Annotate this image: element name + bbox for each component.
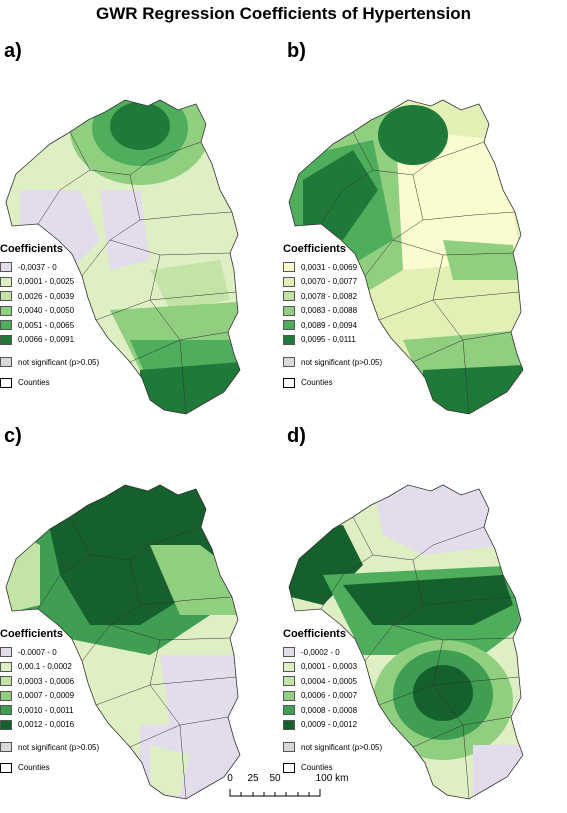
legend-entry: 0,0051 - 0,0065	[0, 318, 99, 333]
legend-entry: 0,0006 - 0,0007	[283, 689, 382, 704]
legend-counties: Counties	[301, 378, 333, 388]
legend-entry: 0,0012 - 0,0016	[0, 718, 99, 733]
legend-not-significant: not significant (p>0.05)	[301, 742, 383, 752]
legend-range: 0,0004 - 0,0005	[301, 676, 358, 686]
legend-entry-not-significant: not significant (p>0.05)	[283, 355, 382, 370]
panel-label: b)	[287, 40, 306, 62]
legend-range: 0,0026 - 0,0039	[18, 291, 75, 301]
legend-range: 0,0010 - 0,0011	[18, 705, 74, 715]
coefficient-map	[5, 484, 241, 800]
legend-entry: 0,0078 - 0,0082	[283, 289, 382, 304]
legend-entry-not-significant: not significant (p>0.05)	[0, 355, 99, 370]
scale-tick-label: 0	[227, 773, 233, 784]
coefficient-map	[288, 99, 524, 415]
legend: Coefficients -0.0007 - 0 0,00.1 - 0,0002…	[0, 628, 99, 775]
legend-title: Coefficients	[0, 243, 63, 255]
panel-label: c)	[4, 425, 22, 447]
legend-entry: 0,0003 - 0,0006	[0, 674, 99, 689]
legend-range: 0,0001 - 0,0025	[18, 277, 75, 287]
legend-entry-counties: Counties	[0, 761, 99, 776]
legend-entry: 0,0026 - 0,0039	[0, 289, 99, 304]
legend-range: 0,0006 - 0,0007	[301, 691, 358, 701]
figure-title: GWR Regression Coefficients of Hypertens…	[96, 4, 471, 23]
legend-counties: Counties	[18, 378, 50, 388]
legend-entry: 0,0095 - 0,0111	[283, 333, 382, 348]
coefficient-map	[288, 484, 524, 800]
legend-entry: 0,0007 - 0,0009	[0, 689, 99, 704]
legend-range: 0,0008 - 0,0008	[301, 705, 358, 715]
coefficient-map	[5, 99, 241, 415]
legend-range: 0,0070 - 0,0077	[301, 277, 358, 287]
legend-range: 0,0066 - 0,0091	[18, 335, 75, 345]
legend-entry: 0,0031 - 0,0069	[283, 260, 382, 275]
legend-entry: 0,0001 - 0,0003	[283, 660, 382, 675]
legend-entry: 0,0009 - 0,0012	[283, 718, 382, 733]
legend: Coefficients -0,0002 - 0 0,0001 - 0,0003…	[283, 628, 382, 775]
legend-range: 0,0089 - 0,0094	[301, 320, 358, 330]
legend-title: Coefficients	[0, 628, 63, 640]
panel-a: a) Coefficients -0,0037 - 0	[0, 40, 283, 423]
legend-range: 0,0001 - 0,0003	[301, 662, 358, 672]
legend-not-significant: not significant (p>0.05)	[18, 357, 100, 367]
legend-entry-not-significant: not significant (p>0.05)	[0, 740, 99, 755]
legend-entry-counties: Counties	[283, 376, 382, 391]
legend-range: -0.0007 - 0	[18, 647, 57, 657]
legend-entry-counties: Counties	[283, 761, 382, 776]
legend-entry: 0,0001 - 0,0025	[0, 275, 99, 290]
scale-bar	[229, 789, 321, 797]
panel-d: d) Coefficients -0,0002 - 0 0,0001	[283, 425, 566, 808]
scale-tick-label: 100 km	[315, 773, 349, 784]
legend-range: 0,0012 - 0,0016	[18, 720, 75, 730]
panel-label: d)	[287, 425, 306, 447]
legend-range: 0,00.1 - 0,0002	[18, 662, 72, 672]
legend-entry: -0,0002 - 0	[283, 645, 382, 660]
legend-title: Coefficients	[283, 243, 346, 255]
legend-counties: Counties	[301, 763, 333, 773]
legend-range: 0,0095 - 0,0111	[301, 335, 356, 345]
legend-counties: Counties	[18, 763, 50, 773]
panel-c: c) Coefficients -0.0007 - 0 0,00.1 - 0,0…	[0, 425, 283, 808]
legend-entry: 0,0010 - 0,0011	[0, 703, 99, 718]
legend-entry: 0,0089 - 0,0094	[283, 318, 382, 333]
legend-entry: 0,0004 - 0,0005	[283, 674, 382, 689]
legend-entry-counties: Counties	[0, 376, 99, 391]
legend-range: -0,0037 - 0	[18, 262, 57, 272]
legend-range: 0,0003 - 0,0006	[18, 676, 75, 686]
panel-label: a)	[4, 40, 22, 62]
legend-not-significant: not significant (p>0.05)	[18, 742, 100, 752]
scale-tick-label: 50	[269, 773, 281, 784]
legend: Coefficients 0,0031 - 0,0069 0,0070 - 0,…	[283, 243, 382, 390]
legend-range: 0,0040 - 0,0050	[18, 306, 75, 316]
scale-tick-label: 25	[247, 773, 259, 784]
legend-range: -0,0002 - 0	[301, 647, 340, 657]
panel-b: b) Coefficients 0,0031 - 0,0069 0,0	[283, 40, 566, 423]
legend-range: 0,0009 - 0,0012	[301, 720, 358, 730]
legend-entry: 0,0008 - 0,0008	[283, 703, 382, 718]
legend-range: 0,0051 - 0,0065	[18, 320, 75, 330]
legend-entry: -0,0037 - 0	[0, 260, 99, 275]
legend-entry: 0,0066 - 0,0091	[0, 333, 99, 348]
legend-range: 0,0078 - 0,0082	[301, 291, 358, 301]
legend-range: 0,0031 - 0,0069	[301, 262, 358, 272]
legend-range: 0,0083 - 0,0088	[301, 306, 358, 316]
legend-entry: 0,0070 - 0,0077	[283, 275, 382, 290]
legend-entry: 0,00.1 - 0,0002	[0, 660, 99, 675]
legend-range: 0,0007 - 0,0009	[18, 691, 75, 701]
legend-entry-not-significant: not significant (p>0.05)	[283, 740, 382, 755]
legend-entry: 0,0083 - 0,0088	[283, 304, 382, 319]
legend-not-significant: not significant (p>0.05)	[301, 357, 383, 367]
legend-title: Coefficients	[283, 628, 346, 640]
legend-entry: 0,0040 - 0,0050	[0, 304, 99, 319]
legend: Coefficients -0,0037 - 0 0,0001 - 0,0025…	[0, 243, 99, 390]
legend-entry: -0.0007 - 0	[0, 645, 99, 660]
